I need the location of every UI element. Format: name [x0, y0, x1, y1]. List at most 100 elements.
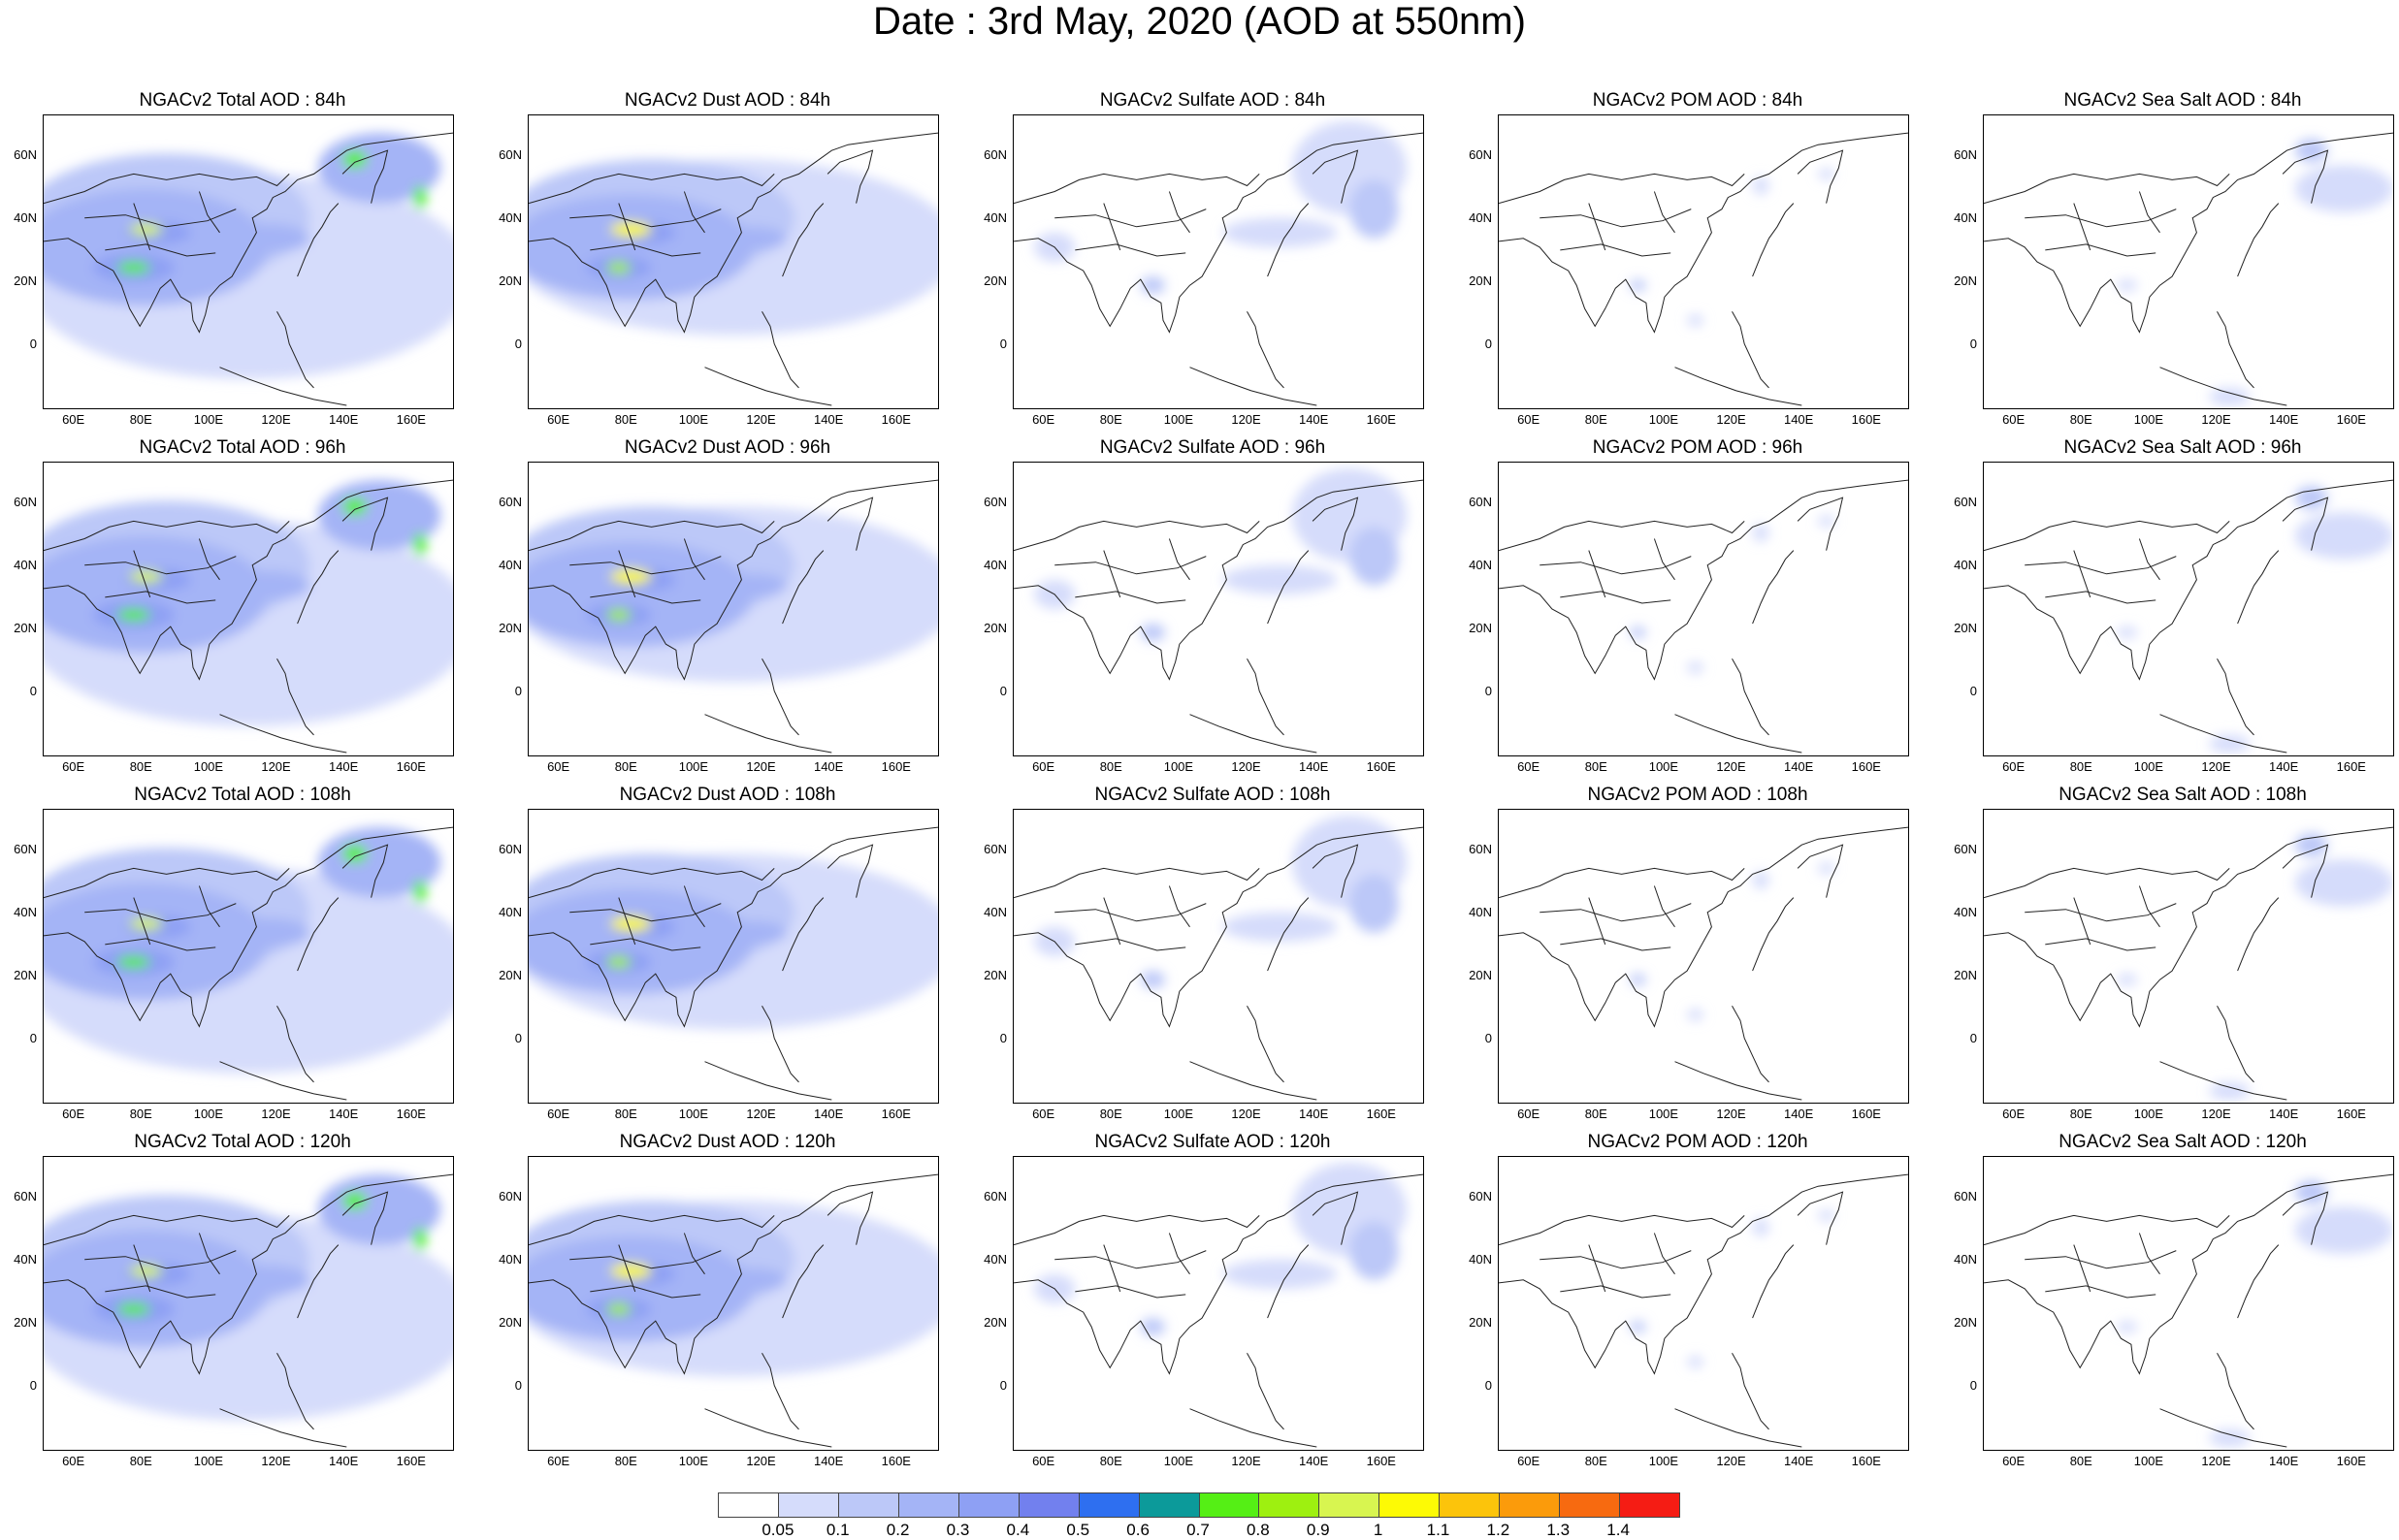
longitude-tick-label: 140E: [813, 1107, 844, 1121]
coastline: [105, 243, 216, 257]
aod-field: [1984, 132, 2393, 406]
aod-field: [44, 1173, 453, 1448]
longitude-tick-label: 100E: [193, 412, 224, 427]
coastline: [1267, 550, 1310, 625]
longitude-tick-label: 80E: [1099, 759, 1122, 774]
latitude-tick-label: 40N: [14, 210, 37, 226]
longitude-tick-label: 80E: [1099, 1454, 1122, 1468]
longitude-tick-label: 60E: [2002, 412, 2026, 427]
longitude-tick-label: 80E: [2069, 759, 2092, 774]
panel-title: NGACv2 Dust AOD : 108h: [619, 785, 836, 805]
coastline: [219, 367, 347, 406]
longitude-tick-label: 160E: [1366, 412, 1396, 427]
colorbar-box: [958, 1493, 1020, 1517]
coastline: [133, 203, 151, 251]
latitude-tick-label: 40N: [499, 210, 522, 226]
coastline: [762, 311, 799, 389]
map-plot: [1498, 114, 1909, 409]
coastline: [44, 132, 453, 334]
map-plot: [1013, 114, 1424, 409]
coastline: [762, 658, 799, 736]
aod-field: [44, 132, 453, 406]
coastline: [105, 591, 216, 604]
coastline: [2237, 897, 2280, 972]
longitude-tick-label: 60E: [547, 759, 570, 774]
coastline: [1075, 243, 1186, 257]
longitude-tick-label: 160E: [396, 759, 426, 774]
longitude-tick-label: 100E: [1648, 759, 1679, 774]
coastline: [1054, 209, 1207, 228]
latitude-tick-label: 0: [1969, 684, 1977, 699]
longitude-tick-label: 60E: [62, 1454, 85, 1468]
longitude-tick-label: 120E: [2201, 759, 2231, 774]
longitude-tick-label: 140E: [2268, 1454, 2299, 1468]
panel-title: NGACv2 Sea Salt AOD : 120h: [2059, 1132, 2307, 1152]
coastline: [2045, 938, 2156, 951]
longitude-tick-label: 60E: [1517, 1454, 1540, 1468]
panel-pom-aod-0: NGACv2 POM AOD : 84h 60N 40N 20N 0 60E 80E 100E…: [1455, 89, 1940, 438]
longitude-tick-label: 140E: [1298, 1454, 1329, 1468]
coastline: [2217, 1353, 2254, 1430]
longitude-tick-label: 140E: [1783, 1107, 1814, 1121]
aod-field: [1499, 1173, 1908, 1448]
panel-sea-salt-aod-2: NGACv2 Sea Salt AOD : 108h 60N 40N 20N 0 60E 8…: [1940, 784, 2399, 1133]
coastline: [1267, 203, 1310, 277]
coastline: [1984, 867, 2230, 899]
colorbar-label: 0.6: [1126, 1521, 1150, 1539]
longitude-tick-label: 140E: [813, 759, 844, 774]
coastline: [219, 1061, 347, 1101]
latitude-tick-label: 60N: [14, 842, 37, 857]
longitude-tick-label: 120E: [261, 1107, 291, 1121]
panel-dust-aod-2: NGACv2 Dust AOD : 108h 60N 40N 20N 0 60E 80E 10…: [485, 784, 970, 1133]
longitude-tick-label: 100E: [2133, 412, 2164, 427]
coastline: [1499, 520, 1745, 552]
latitude-tick-label: 0: [1969, 337, 1977, 352]
aod-plume: [1222, 912, 1338, 942]
aod-plume: [413, 1227, 427, 1251]
map-plot: [43, 462, 454, 756]
longitude-tick-label: 60E: [1517, 759, 1540, 774]
aod-plume: [227, 223, 310, 253]
panel-dust-aod-3: NGACv2 Dust AOD : 120h 60N 40N 20N 0 60E 80E 10…: [485, 1131, 970, 1480]
longitude-tick-label: 140E: [2268, 1107, 2299, 1121]
panel-sulfate-aod-0: NGACv2 Sulfate AOD : 84h 60N 40N 20N 0 60E 80E…: [970, 89, 1455, 438]
coastline: [1312, 844, 1359, 898]
colorbar-label: 0.4: [1006, 1521, 1030, 1539]
longitude-tick-label: 60E: [2002, 1107, 2026, 1121]
coastline: [1752, 897, 1795, 972]
longitude-tick-label: 120E: [261, 1454, 291, 1468]
longitude-tick-label: 100E: [1163, 1107, 1194, 1121]
longitude-tick-label: 160E: [396, 1107, 426, 1121]
longitude-tick-label: 140E: [813, 1454, 844, 1468]
longitude-tick-label: 160E: [1851, 759, 1881, 774]
coastline: [2045, 591, 2156, 604]
longitude-tick-label: 100E: [2133, 1454, 2164, 1468]
panel-title: NGACv2 POM AOD : 84h: [1592, 90, 1803, 111]
longitude-tick-label: 80E: [614, 1107, 637, 1121]
coastline: [1653, 1233, 1675, 1275]
longitude-tick-label: 140E: [1298, 412, 1329, 427]
longitude-tick-label: 80E: [2069, 412, 2092, 427]
longitude-tick-label: 60E: [1032, 1454, 1055, 1468]
coastline: [1984, 173, 2230, 205]
aod-plume: [1687, 1356, 1703, 1368]
colorbar: [718, 1492, 1680, 1518]
latitude-tick-label: 0: [29, 1378, 37, 1394]
coastline: [133, 897, 151, 946]
aod-plume: [227, 1265, 310, 1295]
longitude-tick-label: 60E: [62, 412, 85, 427]
coastline: [1168, 538, 1190, 581]
longitude-tick-label: 100E: [1648, 1107, 1679, 1121]
latitude-tick-label: 20N: [14, 273, 37, 289]
longitude-tick-label: 80E: [129, 1107, 152, 1121]
aod-field: [529, 826, 938, 1101]
longitude-tick-label: 160E: [1366, 1454, 1396, 1468]
aod-plume: [2117, 1321, 2138, 1333]
longitude-tick-label: 60E: [2002, 1454, 2026, 1468]
longitude-tick-label: 100E: [2133, 759, 2164, 774]
latitude-tick-label: 60N: [1954, 1189, 1977, 1204]
coastline: [1588, 897, 1606, 946]
longitude-tick-label: 80E: [614, 759, 637, 774]
panel-pom-aod-2: NGACv2 POM AOD : 108h 60N 40N 20N 0 60E 80E 100…: [1455, 784, 1940, 1133]
aod-plume: [317, 480, 441, 551]
